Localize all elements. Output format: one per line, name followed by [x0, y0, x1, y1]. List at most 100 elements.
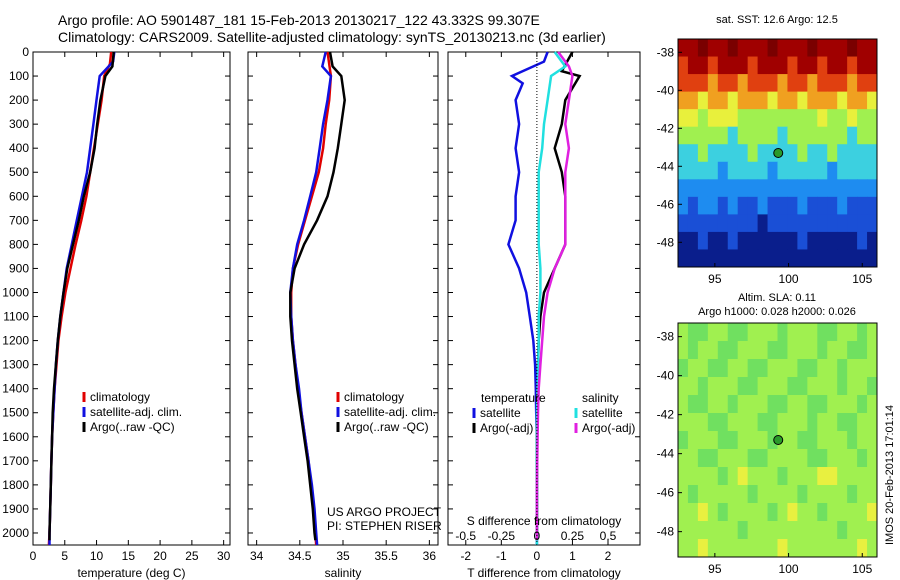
heatmap-cell — [817, 521, 828, 540]
heatmap-cell — [797, 377, 808, 396]
heatmap-cell — [777, 91, 788, 110]
x-tick-label: 10 — [90, 549, 104, 563]
heatmap-cell — [847, 126, 858, 145]
heatmap-cell — [697, 126, 709, 145]
heatmap-cell — [797, 109, 808, 128]
heatmap-cell — [777, 39, 788, 58]
heatmap-cell — [777, 341, 788, 360]
heatmap-cell — [678, 126, 689, 145]
heatmap-cell — [777, 126, 788, 145]
heatmap-cell — [807, 109, 818, 128]
heatmap-cell — [827, 109, 838, 128]
heatmap-cell — [697, 449, 709, 468]
heatmap-cell — [767, 91, 778, 110]
heatmap-cell — [678, 179, 689, 198]
heatmap-cell — [697, 91, 709, 110]
heatmap-cell — [687, 249, 699, 268]
heatmap-cell — [687, 521, 699, 540]
heatmap-cell — [867, 449, 878, 468]
heatmap-cell — [867, 377, 878, 396]
heatmap-cell — [707, 39, 719, 58]
heatmap-cell — [767, 341, 778, 360]
heatmap-cell — [737, 109, 749, 128]
y-tick-label: 300 — [9, 117, 29, 131]
heatmap-cell — [827, 144, 838, 163]
heatmap-cell — [837, 503, 848, 522]
heatmap-cell — [807, 91, 818, 110]
heatmap-cell — [747, 431, 759, 450]
heatmap-cell — [807, 323, 818, 342]
heatmap-cell — [827, 323, 838, 342]
heatmap-cell — [827, 539, 838, 558]
heatmap-cell — [847, 74, 858, 93]
heatmap-cell — [837, 91, 848, 110]
series-line — [47, 51, 113, 546]
heatmap-cell — [727, 413, 739, 432]
map-y-tick-label: -38 — [657, 45, 675, 59]
heatmap-cell — [697, 231, 709, 250]
heatmap-cell — [797, 485, 808, 504]
heatmap-cell — [837, 395, 848, 414]
x-tick-label: 5 — [61, 549, 68, 563]
heatmap-cell — [687, 539, 699, 558]
heatmap-cell — [717, 214, 729, 233]
heatmap-cell — [697, 214, 709, 233]
heatmap-cell — [847, 341, 858, 360]
heatmap-cell — [707, 161, 719, 180]
heatmap-cell — [837, 449, 848, 468]
heatmap-cell — [807, 74, 818, 93]
heatmap-cell — [737, 214, 749, 233]
heatmap-cell — [757, 249, 769, 268]
heatmap-cell — [737, 521, 749, 540]
heatmap-cell — [767, 323, 778, 342]
heatmap-cell — [857, 395, 868, 414]
legend-label: Argo(..raw -QC) — [344, 420, 429, 434]
heatmap-cell — [857, 539, 868, 558]
heatmap-cell — [747, 196, 759, 215]
heatmap-cell — [678, 196, 689, 215]
heatmap-cell — [807, 503, 818, 522]
heatmap-cell — [737, 341, 749, 360]
x-tick-label: 0 — [30, 549, 37, 563]
map-y-tick-label: -42 — [657, 408, 675, 422]
map-y-tick-label: -48 — [657, 235, 675, 249]
heatmap-cell — [857, 449, 868, 468]
heatmap-cell — [757, 413, 769, 432]
heatmap-cell — [827, 503, 838, 522]
heatmap-cell — [737, 359, 749, 378]
heatmap-cell — [678, 377, 689, 396]
x-axis-label: salinity — [325, 566, 362, 580]
heatmap-cell — [757, 109, 769, 128]
y-tick-label: 1100 — [3, 310, 29, 324]
y-tick-label: 800 — [9, 237, 29, 251]
heatmap-cell — [678, 503, 689, 522]
heatmap-cell — [747, 521, 759, 540]
heatmap-cell — [777, 395, 788, 414]
heatmap-cell — [747, 179, 759, 198]
heatmap-cell — [747, 323, 759, 342]
heatmap-cell — [787, 231, 798, 250]
legend-label: climatology — [344, 390, 404, 404]
heatmap-cell — [787, 91, 798, 110]
x2-tick-label: -0.25 — [488, 529, 516, 543]
heatmap-cell — [727, 449, 739, 468]
heatmap-cell — [737, 231, 749, 250]
heatmap-cell — [697, 161, 709, 180]
legend-label: satellite — [480, 406, 521, 420]
heatmap-cell — [687, 144, 699, 163]
heatmap-cell — [767, 539, 778, 558]
heatmap-cell — [847, 39, 858, 58]
heatmap-cell — [687, 467, 699, 486]
heatmap-cell — [737, 449, 749, 468]
heatmap-cell — [757, 323, 769, 342]
heatmap-cell — [767, 231, 778, 250]
heatmap-cell — [757, 161, 769, 180]
heatmap-cell — [827, 74, 838, 93]
x-axis-label: T difference from climatology — [467, 566, 621, 580]
heatmap-cell — [727, 196, 739, 215]
y-tick-label: 200 — [9, 93, 29, 107]
heatmap-cell — [827, 377, 838, 396]
heatmap-cell — [697, 323, 709, 342]
heatmap-cell — [727, 359, 739, 378]
heatmap-cell — [817, 214, 828, 233]
